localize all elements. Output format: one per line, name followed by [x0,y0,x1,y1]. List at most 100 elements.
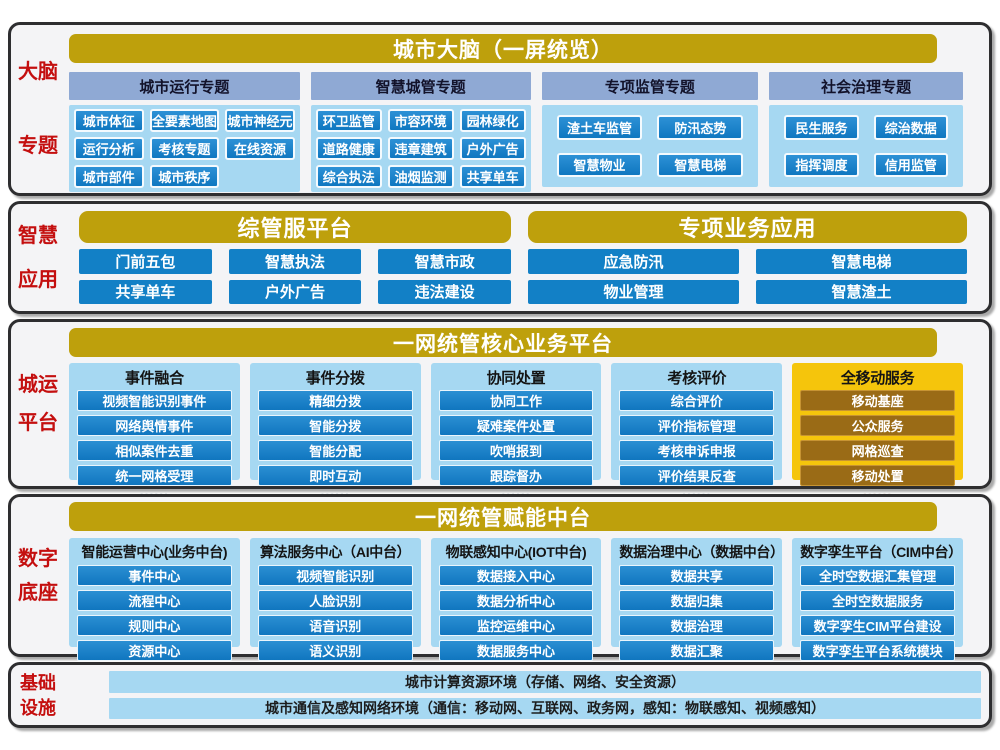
app-group-2: 专项业务应用 应急防汛 智慧电梯 物业管理 智慧渣土 [528,211,967,304]
core-button: 公众服务 [800,415,955,436]
section-digital-side-label: 数字 底座 [11,497,65,654]
platform-column-5: 数字孪生平台（CIM中台） 全时空数据汇集管理 全时空数据服务 数字孪生CIM平台建设… [792,538,963,661]
topic-button: 智慧物业 [556,152,643,177]
infra-bar-1: 城市计算资源环境（存储、网络、安全资源） [109,671,981,693]
topic-column-1: 城市运行专题 城市体征 全要素地图 城市神经元 运行分析 考核专题 在线资源 城市部件 城市秩序 [69,72,300,192]
core-column-header: 全移动服务 [840,370,915,387]
platform-button: 人脸识别 [257,590,413,611]
app-button: 智慧执法 [228,249,362,274]
platform-button: 监控运维中心 [438,615,594,636]
platform-button: 语音识别 [257,615,413,636]
platform-button: 资源中心 [77,640,232,661]
platform-button: 数字孪生CIM平台建设 [800,615,955,636]
core-button: 网格巡查 [800,440,955,461]
core-button: 跟踪督办 [438,465,594,486]
platform-column-header: 物联感知中心(IOT中台) [445,544,587,560]
section-infra-content: 城市计算资源环境（存储、网络、安全资源） 城市通信及感知网络环境（通信：移动网、互… [65,665,989,725]
platform-button: 规则中心 [77,615,232,636]
core-button: 协同工作 [438,390,594,411]
platform-button: 数据治理 [619,615,775,636]
app-button: 违法建设 [378,279,511,304]
core-column-header: 事件分拨 [305,370,365,387]
topic-button: 城市部件 [74,165,144,188]
core-column-3: 协同处置 协同工作 疑难案件处置 吹哨报到 跟踪督办...... [430,363,602,498]
app-button-grid: 门前五包 智慧执法 智慧市政共享单车 户外广告 违法建设 [79,249,511,304]
side-label-line: 智慧 [18,224,58,247]
platform-button: 全时空数据汇集管理 [800,565,955,586]
banner-core: 一网统管核心业务平台 [69,328,937,357]
banner-brain: 城市大脑（一屏统览） [69,34,937,63]
core-button: 综合评价 [619,390,775,411]
core-button: 精细分拨 [257,390,413,411]
platform-column-header: 算法服务中心（AI中台） [259,544,411,560]
platform-column-header: 智能运营中心(业务中台) [81,544,228,560]
side-label-line: 基础 [20,672,56,693]
core-column-5: 全移动服务 移动基座 公众服务 网格巡查 移动处置...... [792,363,963,498]
core-button: 视频智能识别事件 [77,390,232,411]
section-infra-side-label: 基础 设施 [11,665,65,725]
topic-button: 城市神经元 [225,109,295,132]
app-button-grid: 应急防汛 智慧电梯 物业管理 智慧渣土 [528,249,967,304]
topic-button: 在线资源 [225,137,295,160]
topic-button: 油烟监测 [387,165,454,188]
platform-button: 数据服务中心 [438,640,594,661]
core-button: 相似案件去重 [77,440,232,461]
app-button: 应急防汛 [528,249,739,274]
topic-button: 考核专题 [149,137,220,160]
topic-button: 信用监管 [873,152,948,177]
topic-header: 智慧城管专题 [310,72,531,100]
topic-button: 运行分析 [74,137,144,160]
topic-button: 综合执法 [315,165,382,188]
core-button: 智能分拨 [257,415,413,436]
topic-button: 综治数据 [873,115,948,140]
topic-button: 道路健康 [315,137,382,160]
platform-button: 流程中心 [77,590,232,611]
app-button: 门前五包 [79,249,212,274]
topic-column-4: 社会治理专题 民生服务 综治数据 指挥调度 信用监管 [769,72,963,187]
topic-button: 违章建筑 [387,137,454,160]
core-column-header: 考核评价 [667,370,727,387]
core-column-4: 考核评价 综合评价 评价指标管理 考核申诉申报 评价结果反查...... [611,363,783,498]
core-button: 移动处置 [800,465,955,486]
core-button: 考核申诉申报 [619,440,775,461]
topic-header: 社会治理专题 [769,72,963,100]
topic-button: 共享单车 [459,165,526,188]
topic-button: 全要素地图 [149,109,220,132]
app-button: 户外广告 [228,279,362,304]
core-columns: 事件融合 视频智能识别事件 网络舆情事件 相似案件去重 统一网格受理...... 事件分拨… [69,363,963,498]
platform-button: 语义识别 [257,640,413,661]
core-button: 网络舆情事件 [77,415,232,436]
side-label-line: 底座 [18,581,58,604]
platform-button: 全时空数据服务 [800,590,955,611]
topic-panel: 环卫监管 市容环境 园林绿化 道路健康 违章建筑 户外广告 综合执法 油烟监测 共享单车 [310,105,531,192]
app-button: 智慧渣土 [756,279,967,304]
app-group-banner: 综管服平台 [79,211,511,243]
topic-button: 渣土车监管 [556,115,643,140]
core-column-1: 事件融合 视频智能识别事件 网络舆情事件 相似案件去重 统一网格受理...... [69,363,240,498]
side-label-line: 城运 [18,374,58,396]
section-smart-apps: 智慧 应用 综管服平台 门前五包 智慧执法 智慧市政 共享单车 户外广告 违法建设 专项业务应… [8,201,992,314]
topic-columns: 城市运行专题 城市体征 全要素地图 城市神经元 运行分析 考核专题 在线资源 城市部件 城市秩序… [69,72,963,192]
platform-columns: 智能运营中心(业务中台) 事件中心 流程中心 规则中心 资源中心 算法服务中心（AI中台）… [69,538,963,661]
topic-button: 城市体征 [74,109,144,132]
section-core-content: 一网统管核心业务平台事件融合 视频智能识别事件 网络舆情事件 相似案件去重 统一网格受理… [65,322,989,498]
side-label-line: 设施 [20,697,56,718]
side-label-line: 专题 [18,135,58,157]
app-groups: 综管服平台门前五包 智慧执法 智慧市政共享单车 户外广告 违法建设 专项业务应用 应急防汛智… [79,211,967,304]
infra-bar-2: 城市通信及感知网络环境（通信：移动网、互联网、政务网，感知：物联感知、视频感知） [109,697,981,719]
section-infrastructure: 基础 设施 城市计算资源环境（存储、网络、安全资源） 城市通信及感知网络环境（通信… [8,662,992,728]
app-button: 智慧市政 [378,249,511,274]
platform-button: 数据归集 [619,590,775,611]
topic-button: 智慧电梯 [657,152,744,177]
core-button: 疑难案件处置 [438,415,594,436]
platform-column-header: 数据治理中心（数据中台） [619,544,784,560]
core-column-2: 事件分拨 精细分拨 智能分拨 智能分配 即时互动...... [249,363,421,498]
platform-button: 数字孪生平台系统模块 [800,640,955,661]
topic-button: 防汛态势 [657,115,744,140]
section-brain-content: 城市大脑（一屏统览） 城市运行专题 城市体征 全要素地图 城市神经元 运行分析 考核专题 在线… [65,25,989,193]
core-button: 吹哨报到 [438,440,594,461]
core-button: 评价结果反查 [619,465,775,486]
topic-button: 户外广告 [459,137,526,160]
app-button: 共享单车 [79,279,212,304]
